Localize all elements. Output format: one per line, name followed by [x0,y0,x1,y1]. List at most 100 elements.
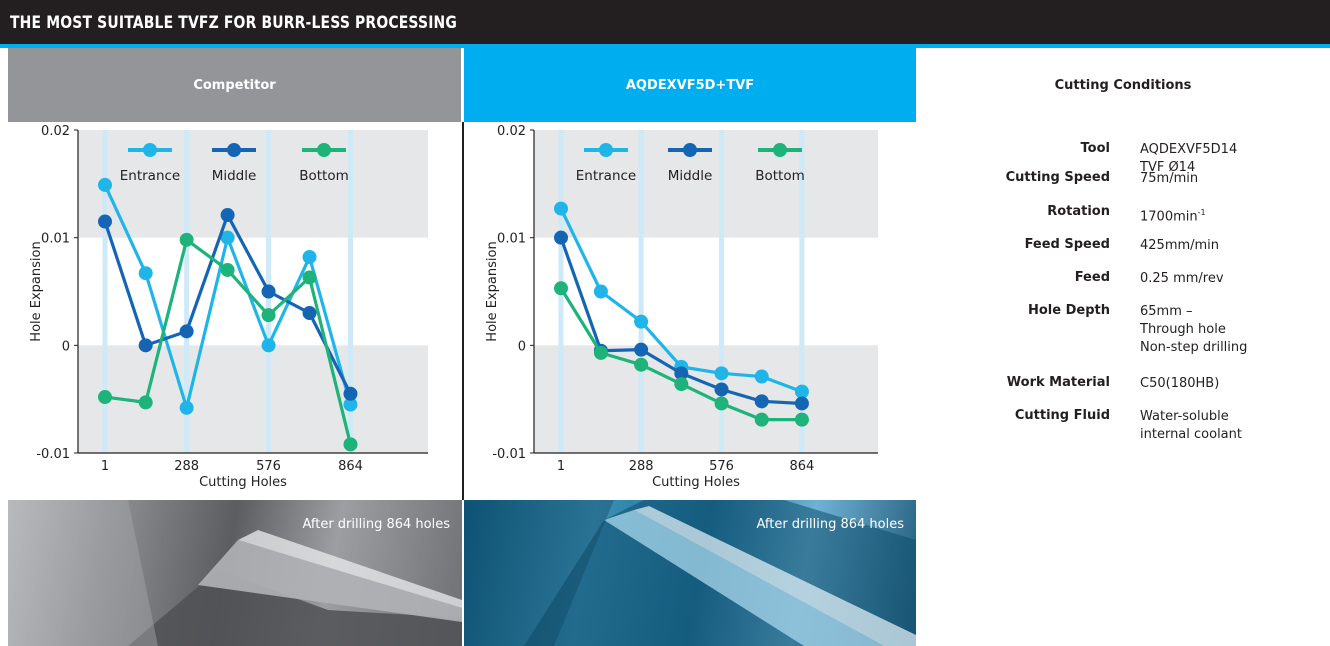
x-tick-label: 1 [557,459,565,474]
data-point-middle [98,214,112,229]
data-point-entrance [220,230,235,245]
legend-label: Middle [668,168,713,184]
x-guide-line [184,130,190,453]
data-point-bottom [554,281,568,296]
aqdex-photo-caption: After drilling 864 holes [756,517,904,532]
condition-label: Feed [1074,270,1110,285]
data-point-bottom [593,345,608,360]
condition-label: Rotation [1047,204,1110,219]
condition-value: Water-soluble internal coolant [1140,409,1242,442]
legend-swatch-dot [143,143,157,157]
grid-band [78,130,428,238]
data-point-bottom [754,412,769,427]
cutting-conditions-header: Cutting Conditions [916,48,1330,122]
data-point-middle [179,324,194,339]
legend-swatch-dot [317,143,331,157]
x-tick-label: 864 [338,459,363,474]
condition-label: Work Material [1006,375,1110,390]
condition-value-superscript: -1 [1197,208,1206,217]
data-point-middle [261,284,276,299]
data-point-bottom [302,270,317,285]
grid-band [534,130,878,238]
condition-value: 425mm/min [1140,238,1220,253]
y-axis-label: Hole Expansion [29,241,44,341]
x-tick-label: 288 [629,459,654,474]
condition-label: Hole Depth [1028,303,1110,318]
data-point-middle [754,394,769,409]
x-axis-label: Cutting Holes [652,475,740,490]
condition-value: AQDEXVF5D14 TVF Ø14 [1140,142,1238,175]
x-guide-line [799,130,805,453]
competitor-photo: After drilling 864 holes [8,500,462,646]
data-point-entrance [179,400,194,415]
x-guide-line [638,130,644,453]
condition-value: 75m/min [1140,171,1199,186]
line-chart-svg: 0.02 0.01 0 -0.01 1 288 576 864 Cutting Holes Hol… [485,124,878,490]
legend-label: Bottom [299,168,349,184]
banner-accent-line [0,44,1330,48]
y-tick-label: 0 [518,339,526,354]
data-point-entrance [794,384,809,399]
data-point-middle [674,366,689,381]
data-point-entrance [98,177,112,192]
condition-label: Cutting Fluid [1014,408,1110,423]
legend-label: Bottom [755,168,805,184]
legend-item-bottom: Bottom [299,143,349,184]
data-point-bottom [794,412,809,427]
legend-item-entrance: Entrance [576,143,637,184]
condition-label: Cutting Speed [1005,170,1110,185]
x-tick-label: 576 [256,459,281,474]
grid-band [78,345,428,453]
panel-divider [462,122,464,500]
data-point-middle [554,230,568,245]
data-point-entrance [261,338,276,353]
x-guide-line [347,130,353,453]
data-point-bottom [179,232,194,247]
data-point-bottom [261,308,276,323]
y-tick-label: 0.01 [497,232,526,247]
condition-value: 65mm – Through hole Non-step drilling [1140,304,1248,355]
data-point-entrance [754,369,769,384]
x-guide-line [102,130,108,453]
data-point-middle [138,338,153,353]
data-point-entrance [138,266,153,281]
data-point-bottom [634,357,649,372]
legend-label: Entrance [120,168,181,184]
data-point-entrance [302,250,317,265]
data-point-entrance [343,397,358,412]
condition-label: Feed Speed [1024,237,1110,252]
x-axis-label: Cutting Holes [199,475,287,490]
data-point-bottom [674,377,689,392]
data-point-middle [220,208,235,223]
legend-swatch-dot [773,143,787,157]
line-chart-svg: 0.02 0.01 0 -0.01 1 288 576 864 Cutting Holes Hol… [29,124,428,490]
data-point-bottom [343,437,358,452]
aqdex-chart: 0.02 0.01 0 -0.01 1 288 576 864 Cutting Holes Hol… [464,122,916,500]
legend-label: Middle [212,168,257,184]
condition-value: 1700min-1 [1140,208,1206,225]
y-tick-label: 0.02 [41,124,70,139]
legend-item-middle: Middle [212,143,257,184]
data-point-bottom [98,390,112,405]
x-guide-line [719,130,725,453]
data-point-middle [343,386,358,401]
data-point-bottom [714,396,729,411]
data-point-entrance [714,366,729,381]
legend-swatch-dot [227,143,241,157]
y-tick-label: 0.02 [497,124,526,139]
aqdex-photo: After drilling 864 holes [464,500,916,646]
aqdex-header: AQDEXVF5D+TVF [464,48,916,122]
condition-value: C50(180HB) [1140,376,1220,391]
y-tick-label: -0.01 [492,447,526,462]
competitor-drill-image [8,500,462,646]
competitor-photo-caption: After drilling 864 holes [302,517,450,532]
x-tick-label: 864 [790,459,815,474]
legend-item-middle: Middle [668,143,713,184]
data-point-middle [714,382,729,397]
competitor-chart: 0.02 0.01 0 -0.01 1 288 576 864 Cutting Holes Hol… [8,122,462,500]
grid-band [534,345,878,453]
legend-label: Entrance [576,168,637,184]
data-point-bottom [220,262,235,277]
data-point-middle [302,306,317,321]
data-point-entrance [634,314,649,329]
